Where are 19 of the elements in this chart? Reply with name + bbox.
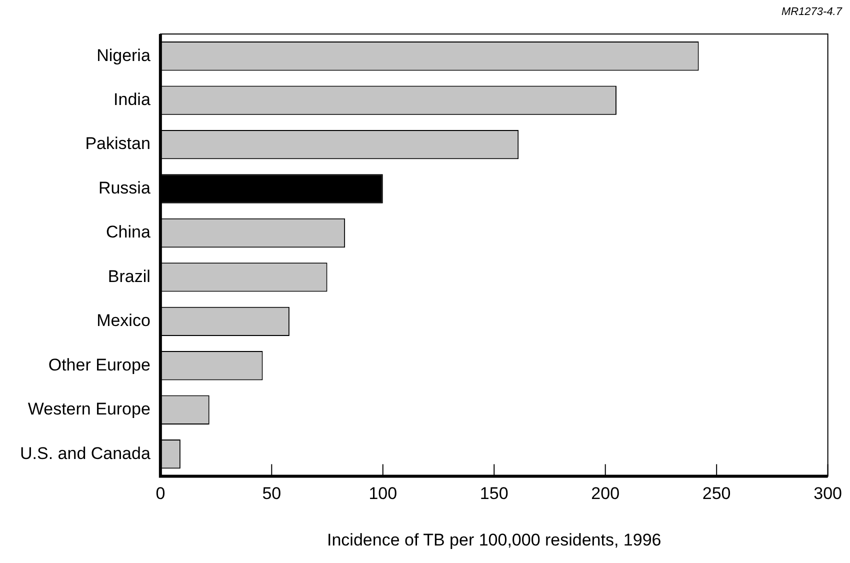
x-tick-label: 100 bbox=[368, 484, 398, 504]
y-tick-label: Nigeria bbox=[96, 46, 151, 65]
y-tick-label: Pakistan bbox=[85, 134, 150, 154]
y-tick-label: Other Europe bbox=[48, 355, 150, 374]
y-tick-label: China bbox=[106, 222, 151, 242]
x-tick-label: 150 bbox=[480, 484, 508, 504]
x-tick-label: 200 bbox=[591, 484, 620, 504]
y-tick-label: Western Europe bbox=[28, 400, 150, 419]
x-tick-label: 300 bbox=[814, 484, 842, 504]
y-tick-label: Brazil bbox=[108, 266, 150, 286]
x-tick-label: 50 bbox=[262, 484, 282, 504]
y-tick-label: U.S. and Canada bbox=[20, 444, 151, 463]
y-tick-label: Mexico bbox=[96, 311, 150, 330]
text: MR1273-4.7 bbox=[781, 6, 842, 18]
y-tick-label: Russia bbox=[98, 178, 151, 198]
x-axis-title: Incidence of TB per 100,000 residents, 1996 bbox=[326, 530, 662, 550]
x-tick-label: 250 bbox=[702, 484, 731, 504]
y-tick-label: India bbox=[114, 90, 151, 110]
x-tick-label: 0 bbox=[156, 484, 166, 504]
